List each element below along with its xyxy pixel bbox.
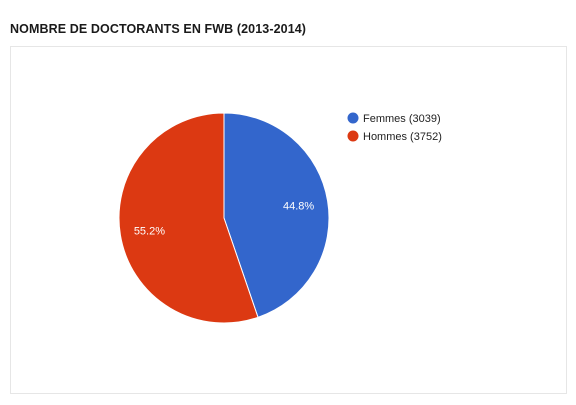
legend-label-0[interactable]: Femmes (3039) <box>363 113 441 125</box>
chart-title: NOMBRE DE DOCTORANTS EN FWB (2013-2014) <box>10 22 307 36</box>
pie-slice-0[interactable] <box>223 112 330 318</box>
slice-percent-label-1: 55.2% <box>134 225 165 237</box>
slice-percent-label-0: 44.8% <box>283 201 314 213</box>
legend-marker-1[interactable] <box>347 130 359 142</box>
pie-slice-1[interactable] <box>118 112 259 324</box>
pie-labels: 44.8% 55.2% <box>134 201 315 238</box>
legend-label-1[interactable]: Hommes (3752) <box>363 131 442 143</box>
pie-slices <box>118 112 330 324</box>
legend-marker-0[interactable] <box>347 112 359 124</box>
legend: Femmes (3039) Hommes (3752) <box>347 112 442 143</box>
